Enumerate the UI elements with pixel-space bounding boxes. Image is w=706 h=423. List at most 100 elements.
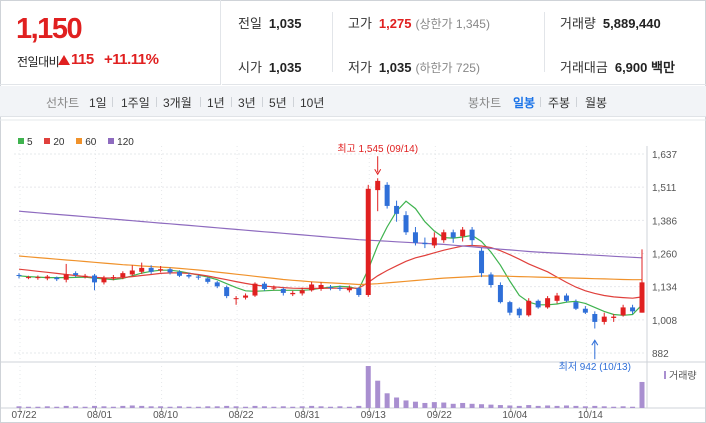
candle-body [356,288,362,296]
candle-body [611,316,617,318]
tab-separator [540,97,541,107]
volume-bar [224,405,230,408]
candle-body [186,274,192,277]
candle-body [290,292,296,295]
candle-body [120,273,126,278]
volume-bar [497,405,503,408]
volume-bar [516,405,522,408]
volume-bar [328,406,333,408]
high-annotation: 최고 1,545 (09/14) [337,143,418,155]
y-tick-label: 1,260 [652,250,677,261]
x-tick-label: 09/13 [361,410,386,421]
volume: 거래량 5,889,440 [560,16,661,31]
volume-bar [120,405,126,408]
volume-bar [507,405,513,408]
tab-3year[interactable]: 3년 [238,96,256,110]
candle-body [365,188,371,296]
y-tick-label: 1,008 [652,316,677,327]
low-arrow-head [591,339,599,346]
price-summary: 1,150 전일대비 115 +11.11% [0,0,221,85]
candle-body [92,275,98,283]
candle-body [592,313,598,322]
tab-5year[interactable]: 5년 [269,96,287,110]
volume-bar [252,405,258,408]
volume-bar [101,406,107,408]
volume-bar [261,406,267,408]
candle-body [601,316,607,322]
candle-body [148,267,154,272]
y-tick-label: 1,386 [652,216,677,227]
low-price: 저가 1,035 (하한가 725) [348,60,480,75]
tab-monthly[interactable]: 월봉 [585,96,608,110]
candle-body [337,287,343,289]
candle-body [299,290,305,294]
candle-body [620,307,626,316]
tab-10year[interactable]: 10년 [300,96,325,110]
up-triangle-icon [58,55,70,65]
y-tick-label: 1,511 [652,183,677,194]
volume-bar [271,406,277,408]
volume-bar [460,402,466,408]
change-value: 115 [71,51,94,68]
candle-body [422,242,428,245]
tab-weekly[interactable]: 주봉 [548,96,571,110]
current-price: 1,150 [16,13,83,45]
volume-bar [450,403,456,408]
volume-bar [318,406,324,408]
change-label: 전일대비 [17,55,60,69]
candle-body [129,270,135,275]
volume-bar [176,406,182,408]
candle-body [252,283,258,296]
tab-1day[interactable]: 1일 [89,96,107,110]
candle-body [44,276,50,279]
volume-bar [346,406,352,408]
volume-bar [431,402,437,408]
candle-body [318,284,324,289]
candle-body [554,295,560,301]
candle-body [328,287,333,289]
volume-bar [611,406,617,408]
volume-label: 거래량 [669,370,697,382]
volume-bar [563,405,569,408]
tab-1week[interactable]: 1주일 [121,96,150,110]
candle-body [441,232,447,241]
y-tick-label: 1,134 [652,283,677,294]
volume-bar [394,397,400,408]
volume-bar [488,404,494,408]
legend-item-ma5: 5 [18,137,33,148]
volume-bar [63,405,69,408]
volume-bar [620,406,626,408]
tab-daily[interactable]: 일봉 [513,96,536,110]
candle-body [63,274,69,280]
x-tick-label: 08/31 [295,410,320,421]
line-chart-title: 선차트 [46,96,80,110]
tab-1year[interactable]: 1년 [207,96,225,110]
volume-bar [167,406,173,408]
volume-bar [129,405,135,408]
candle-body [403,215,409,233]
candle-body [167,269,173,273]
divider [332,12,333,72]
candle-body [431,237,437,246]
volume-bar [639,381,645,408]
open-price: 시가 1,035 [238,60,302,75]
candle-body [545,298,551,308]
candle-body [101,277,107,283]
tab-separator [156,97,157,107]
candle-body [450,232,456,238]
candle-body [573,302,579,309]
candle-chart-title: 봉차트 [468,96,502,110]
volume-bar [54,406,60,408]
volume-bar [422,402,428,408]
candle-body [384,184,390,206]
candle-body [195,276,201,278]
ma-legend: 5 20 60 120 [18,137,143,148]
candle-body [375,180,381,191]
volume-bar [412,401,418,408]
period-tabbar: 선차트 1일 1주일 3개월 1년 3년 5년 10년 봉차트 일봉 주봉 월봉 [0,86,706,117]
legend-item-ma120: 120 [108,137,134,148]
volume-bar [582,406,588,408]
x-tick-label: 08/10 [153,410,178,421]
x-tick-label: 08/22 [229,410,254,421]
tab-3month[interactable]: 3개월 [163,96,192,110]
